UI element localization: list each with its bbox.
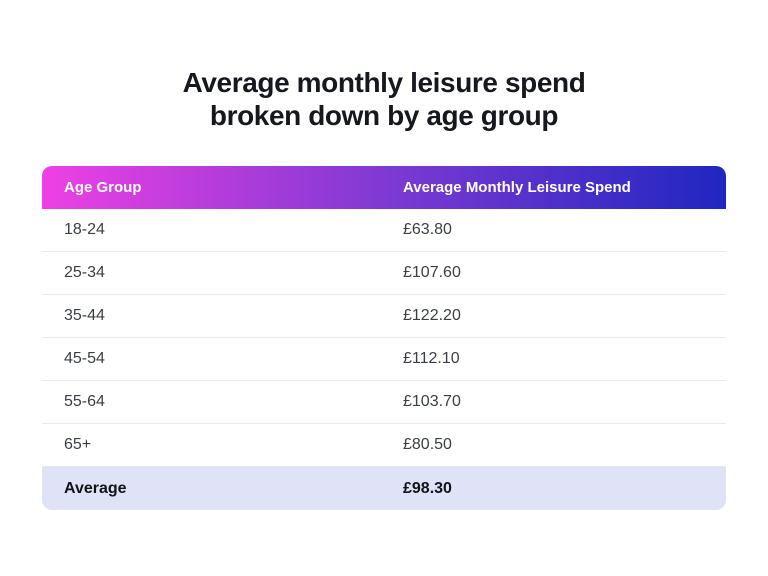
page-title: Average monthly leisure spend broken dow… xyxy=(0,66,768,132)
age-group-cell: 25-34 xyxy=(64,264,105,281)
spend-cell: £63.80 xyxy=(403,221,452,238)
age-group-cell: 55-64 xyxy=(64,393,105,410)
average-spend-cell: £98.30 xyxy=(403,479,452,497)
column-header-spend: Average Monthly Leisure Spend xyxy=(403,179,631,196)
table-row: 18-24 £63.80 xyxy=(42,209,726,252)
table-row: 55-64 £103.70 xyxy=(42,381,726,424)
page: Average monthly leisure spend broken dow… xyxy=(0,66,768,510)
age-group-cell: 18-24 xyxy=(64,221,105,238)
table-body: 18-24 £63.80 25-34 £107.60 35-44 £122.20… xyxy=(42,209,726,467)
spend-cell: £103.70 xyxy=(403,393,461,410)
leisure-spend-table: Age Group Average Monthly Leisure Spend … xyxy=(42,166,726,510)
table-row: 45-54 £112.10 xyxy=(42,338,726,381)
age-group-cell: 35-44 xyxy=(64,307,105,324)
age-group-cell: 45-54 xyxy=(64,350,105,367)
spend-cell: £112.10 xyxy=(403,350,460,367)
column-header-age-group: Age Group xyxy=(64,179,142,196)
table-row: 25-34 £107.60 xyxy=(42,252,726,295)
table-row: 35-44 £122.20 xyxy=(42,295,726,338)
table-row: 65+ £80.50 xyxy=(42,424,726,467)
age-group-cell: 65+ xyxy=(64,436,92,453)
average-label-cell: Average xyxy=(64,479,127,497)
table-average-row: Average £98.30 xyxy=(42,467,726,510)
spend-cell: £80.50 xyxy=(403,436,452,453)
spend-cell: £122.20 xyxy=(403,307,461,324)
table-header-row: Age Group Average Monthly Leisure Spend xyxy=(42,166,726,209)
page-title-line-1: Average monthly leisure spend xyxy=(182,67,586,98)
page-title-line-2: broken down by age group xyxy=(209,100,559,131)
spend-cell: £107.60 xyxy=(403,264,461,281)
